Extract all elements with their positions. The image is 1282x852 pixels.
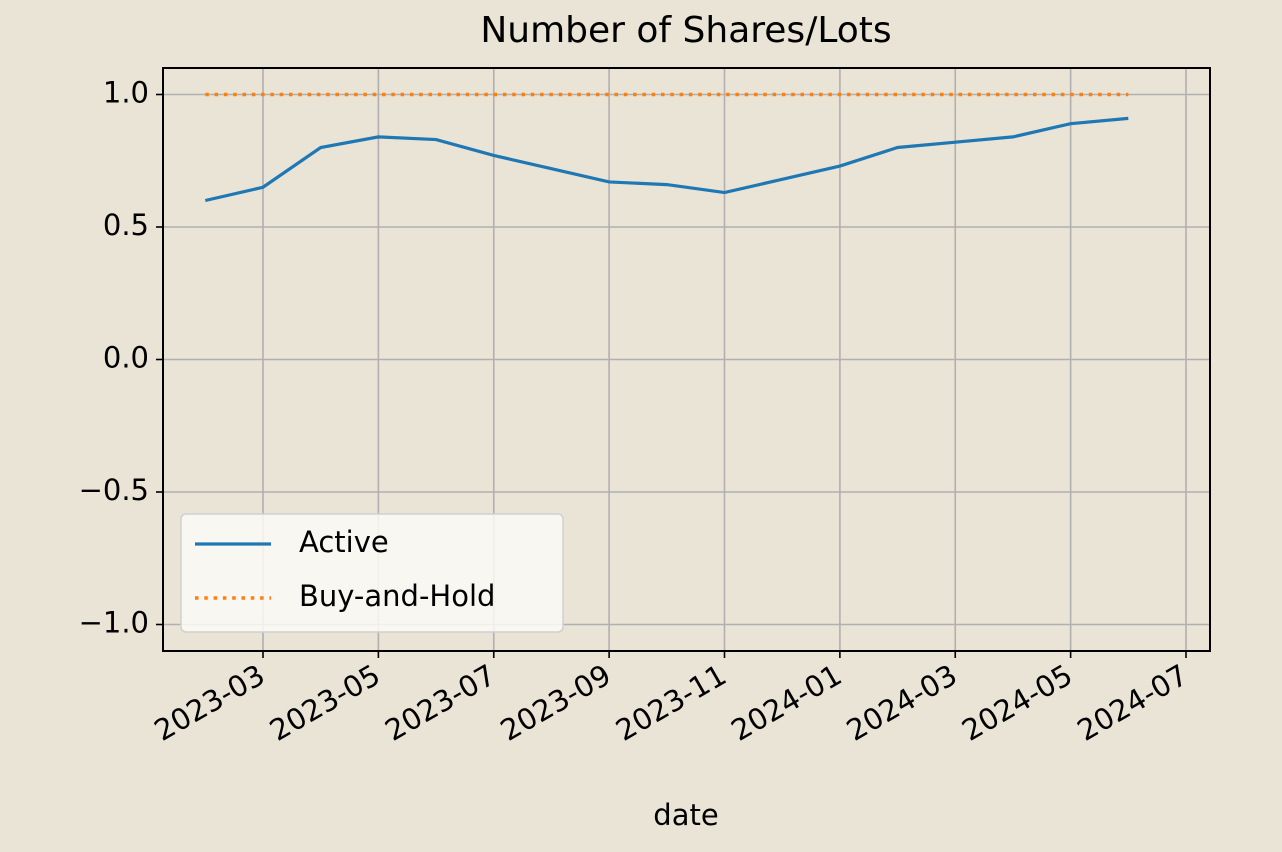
y-tick-label: 0.0 (103, 341, 149, 375)
x-tick-label: 2023-05 (264, 658, 386, 748)
x-tick-label: 2024-07 (1072, 658, 1194, 748)
y-tick-label: 1.0 (103, 76, 149, 110)
chart-title: Number of Shares/Lots (480, 10, 891, 51)
x-axis-label: date (653, 798, 718, 832)
legend-box (180, 513, 564, 633)
y-tick-label: 0.5 (103, 208, 149, 242)
plot-frame (162, 67, 1211, 652)
data-line (204, 116, 1129, 203)
x-tick-label: 2024-05 (956, 658, 1078, 748)
x-tick-label: 2024-01 (725, 658, 847, 748)
legend-label: Buy-and-Hold (299, 579, 495, 613)
legend-label: Active (299, 525, 389, 559)
x-tick-label: 2023-03 (149, 658, 271, 748)
x-tick-label: 2023-07 (379, 658, 501, 748)
x-tick-label: 2024-03 (841, 658, 963, 748)
y-tick-label: −1.0 (79, 606, 149, 640)
x-tick-label: 2023-11 (610, 658, 732, 748)
y-tick-label: −0.5 (79, 473, 149, 507)
x-tick-label: 2023-09 (495, 658, 617, 748)
